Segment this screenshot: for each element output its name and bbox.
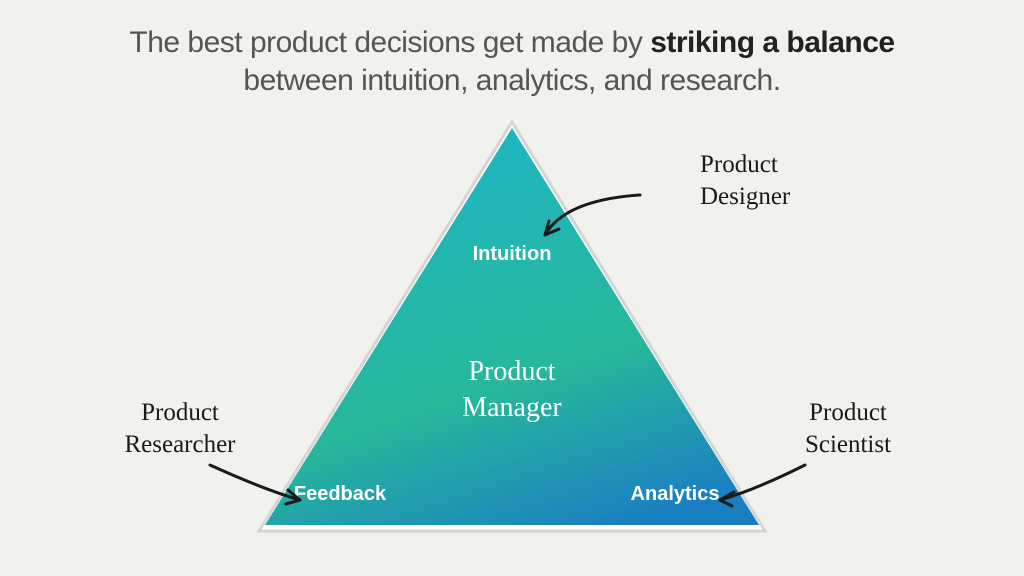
callout-designer-line2: Designer xyxy=(700,183,791,210)
corner-label-analytics: Analytics xyxy=(631,483,720,505)
center-label-line2: Manager xyxy=(462,392,562,423)
callout-scientist-line2: Scientist xyxy=(805,431,891,458)
callout-scientist-line1: Product xyxy=(809,399,887,426)
arrow-researcher xyxy=(210,465,300,500)
center-label-line1: Product xyxy=(468,356,555,387)
slide-canvas: The best product decisions get made by s… xyxy=(0,0,1024,576)
callout-researcher-line2: Researcher xyxy=(124,431,236,458)
triangle-shape xyxy=(265,128,759,525)
corner-label-intuition: Intuition xyxy=(473,243,552,265)
callout-designer-line1: Product xyxy=(700,151,778,178)
triangle-diagram: Intuition Feedback Analytics Product Man… xyxy=(0,0,1024,576)
corner-label-feedback: Feedback xyxy=(294,483,387,505)
callout-researcher-line1: Product xyxy=(141,399,219,426)
